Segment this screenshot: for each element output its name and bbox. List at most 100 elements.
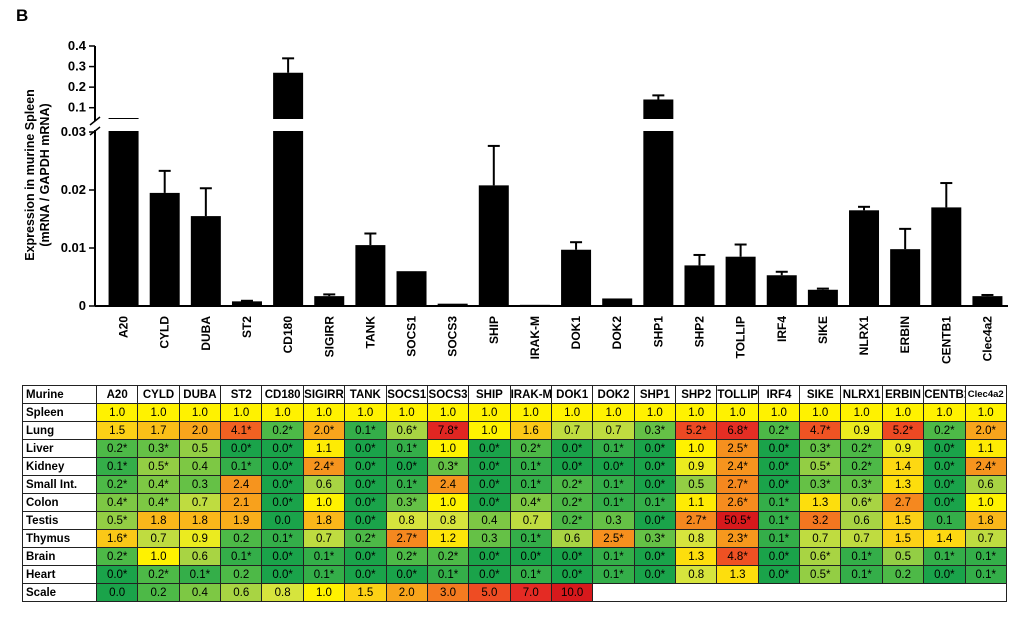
heatmap-cell: 0.7 bbox=[964, 529, 1007, 548]
heatmap-cell: 6.8* bbox=[716, 421, 759, 440]
heatmap-cell: 1.1 bbox=[302, 439, 346, 458]
heatmap-cell: 0.0* bbox=[344, 457, 387, 476]
heatmap-cell: 0.1* bbox=[509, 457, 552, 476]
bar bbox=[561, 249, 592, 306]
heatmap-cell: 0.1* bbox=[220, 457, 263, 476]
x-tick-label: SHIP bbox=[487, 316, 501, 344]
heatmap-cell: 0.0* bbox=[344, 565, 387, 584]
heatmap-row: Testis 0.5* 1.8 1.8 1.9 0.0 1.8 0.0* 0.8 0.8 0.4 0.… bbox=[22, 511, 1007, 530]
heatmap-cell: 0.1* bbox=[178, 565, 222, 584]
heatmap-row-label: Thymus bbox=[22, 529, 97, 548]
heatmap-cell: 0.0* bbox=[261, 565, 304, 584]
heatmap-cell: 0.3* bbox=[840, 475, 883, 494]
heatmap-cell: 0.1* bbox=[592, 475, 635, 494]
heatmap-cell: 0.0* bbox=[923, 565, 966, 584]
heatmap-cell: 1.0 bbox=[426, 439, 470, 458]
heatmap-cell: 1.8 bbox=[178, 511, 222, 530]
heatmap-cell: 0.2* bbox=[550, 511, 594, 530]
heatmap-scale-cell: 7.0 bbox=[509, 583, 552, 602]
heatmap-cell: 1.0 bbox=[923, 403, 966, 422]
heatmap-cell: 0.2* bbox=[840, 457, 883, 476]
x-tick-label: ERBIN bbox=[898, 316, 912, 353]
heatmap-row-label: Testis bbox=[22, 511, 97, 530]
heatmap-cell: 1.2 bbox=[426, 529, 470, 548]
heatmap-cell: 0.1* bbox=[302, 547, 346, 566]
heatmap-cell: 1.6* bbox=[95, 529, 139, 548]
heatmap-cell: 0.4* bbox=[137, 475, 180, 494]
heatmap-cell: 0.0* bbox=[757, 565, 801, 584]
x-tick-label: DUBA bbox=[199, 316, 213, 351]
bar bbox=[396, 271, 427, 306]
heatmap-cell: 0.0* bbox=[633, 547, 677, 566]
heatmap-cell: 0.0* bbox=[468, 475, 511, 494]
heatmap-cell: 1.0 bbox=[178, 403, 222, 422]
heatmap-column-header: CD180 bbox=[261, 385, 304, 404]
heatmap-cell: 2.7* bbox=[385, 529, 428, 548]
heatmap-cell: 2.4* bbox=[964, 457, 1007, 476]
heatmap-cell: 1.5 bbox=[881, 529, 925, 548]
heatmap-column-header: Clec4a2 bbox=[964, 385, 1007, 404]
x-tick-label: CYLD bbox=[158, 316, 172, 349]
heatmap-cell: 0.0* bbox=[344, 511, 387, 530]
heatmap-cell: 0.0* bbox=[385, 565, 428, 584]
heatmap-scale-cell: 10.0 bbox=[550, 583, 594, 602]
heatmap-cell: 0.4* bbox=[137, 493, 180, 512]
heatmap-cell: 0.2* bbox=[95, 439, 139, 458]
heatmap-cell: 0.0* bbox=[550, 547, 594, 566]
y-axis-label: Expression in murine Spleen bbox=[23, 89, 37, 261]
heatmap-cell: 1.0 bbox=[881, 403, 925, 422]
heatmap-cell: 0.1* bbox=[385, 475, 428, 494]
x-tick-label: IRAK-M bbox=[528, 316, 542, 359]
heatmap-cell: 0.6 bbox=[964, 475, 1007, 494]
heatmap-cell: 0.7 bbox=[302, 529, 346, 548]
heatmap-cell: 0.1* bbox=[592, 547, 635, 566]
heatmap-cell: 0.4* bbox=[95, 493, 139, 512]
bar bbox=[643, 99, 674, 306]
heatmap-row-label: Spleen bbox=[22, 403, 97, 422]
heatmap-cell: 1.3 bbox=[799, 493, 842, 512]
heatmap-cell: 0.6* bbox=[799, 547, 842, 566]
heatmap-cell: 0.1* bbox=[757, 493, 801, 512]
y-axis-label: (mRNA / GAPDH mRNA) bbox=[38, 103, 52, 246]
heatmap-row: Spleen 1.0 1.0 1.0 1.0 1.0 1.0 1.0 1.0 1.0 1.0 1.0 1… bbox=[22, 403, 1007, 422]
heatmap-cell: 4.8* bbox=[716, 547, 759, 566]
heatmap-column-header: IRF4 bbox=[757, 385, 801, 404]
heatmap-cell: 0.7 bbox=[550, 421, 594, 440]
heatmap-cell: 0.2* bbox=[385, 547, 428, 566]
heatmap-cell: 1.0 bbox=[137, 547, 180, 566]
bar bbox=[519, 304, 550, 306]
heatmap-cell: 2.5* bbox=[716, 439, 759, 458]
heatmap-scale-blank bbox=[592, 583, 1007, 602]
y-tick-label: 0.2 bbox=[68, 79, 86, 94]
heatmap-cell: 0.2* bbox=[509, 439, 552, 458]
bar bbox=[725, 256, 756, 306]
x-tick-label: Clec4a2 bbox=[980, 316, 994, 362]
heatmap-cell: 0.0* bbox=[633, 457, 677, 476]
heatmap-cell: 0.1* bbox=[220, 547, 263, 566]
heatmap-cell: 1.9 bbox=[220, 511, 263, 530]
heatmap-cell: 0.2* bbox=[95, 475, 139, 494]
bar bbox=[190, 216, 221, 306]
x-tick-label: SOCS3 bbox=[446, 316, 460, 357]
heatmap-cell: 1.0 bbox=[964, 493, 1007, 512]
heatmap-cell: 0.8 bbox=[675, 565, 718, 584]
y-tick-label: 0.01 bbox=[61, 240, 86, 255]
heatmap-column-header: ERBIN bbox=[881, 385, 925, 404]
heatmap-cell: 0.1* bbox=[426, 565, 470, 584]
heatmap-cell: 0.0* bbox=[923, 475, 966, 494]
heatmap-cell: 0.2* bbox=[840, 439, 883, 458]
heatmap-cell: 0.8 bbox=[426, 511, 470, 530]
heatmap-cell: 0.3* bbox=[385, 493, 428, 512]
y-tick-label: 0.1 bbox=[68, 100, 86, 115]
x-tick-label: CD180 bbox=[281, 316, 295, 354]
x-tick-label: ST2 bbox=[240, 316, 254, 338]
heatmap-cell: 4.1* bbox=[220, 421, 263, 440]
heatmap-cell: 0.0* bbox=[261, 547, 304, 566]
heatmap-scale-label: Scale bbox=[22, 583, 97, 602]
panel-letter: B bbox=[16, 6, 29, 25]
heatmap-cell: 5.2* bbox=[675, 421, 718, 440]
x-tick-label: SHP1 bbox=[651, 316, 665, 348]
heatmap-column-header: SOCS3 bbox=[426, 385, 470, 404]
heatmap-scale-cell: 5.0 bbox=[468, 583, 511, 602]
heatmap-cell: 0.0* bbox=[468, 547, 511, 566]
